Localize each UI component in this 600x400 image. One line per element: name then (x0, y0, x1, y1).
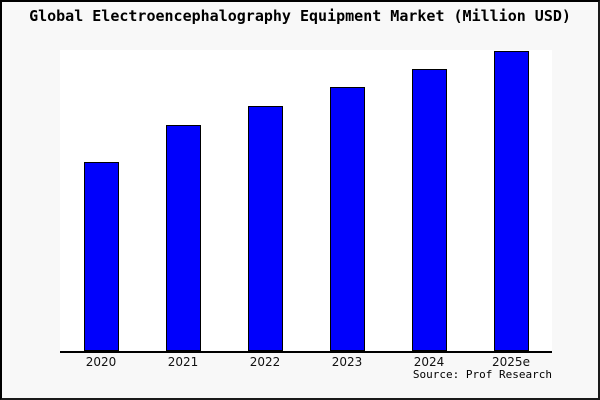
x-tick-label-2024: 2024 (413, 355, 445, 369)
x-tick-label-2021: 2021 (167, 355, 199, 369)
bar-2022 (247, 106, 283, 351)
chart-title: Global Electroencephalography Equipment … (29, 7, 571, 25)
bar-2024 (411, 69, 447, 351)
bar-2020 (83, 162, 119, 351)
plot-area: 2020 2021 2022 2023 2024 2025e (60, 50, 552, 369)
source-caption: Source: Prof Research (412, 368, 552, 381)
x-tick-label-2022: 2022 (249, 355, 281, 369)
bar-2021 (165, 125, 201, 351)
x-tick-label-2020: 2020 (85, 355, 117, 369)
bar-2025e (493, 51, 529, 351)
x-tick-label-2025e: 2025e (492, 355, 530, 369)
x-tick-label-2023: 2023 (331, 355, 363, 369)
bar-2023 (329, 87, 365, 351)
